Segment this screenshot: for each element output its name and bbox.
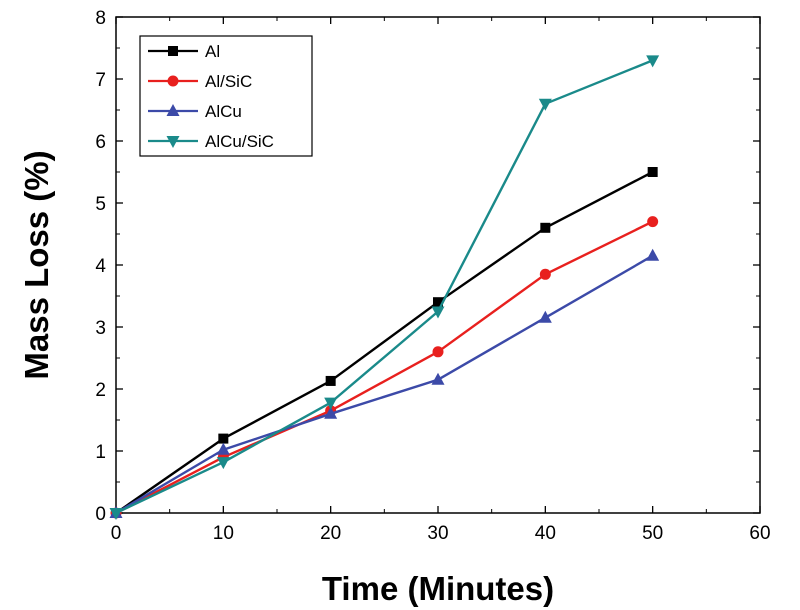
series-line-al	[115, 170, 654, 514]
y-tick-label: 2	[95, 380, 106, 401]
y-tick-label: 3	[95, 318, 106, 339]
data-point-alcu	[538, 310, 552, 323]
data-point-al	[218, 433, 229, 444]
data-point-alcu-sic	[216, 457, 230, 470]
series-line-al-sic	[115, 220, 654, 515]
legend-label: Al	[205, 42, 220, 61]
x-tick-label: 40	[535, 523, 556, 544]
y-tick-label: 4	[95, 256, 106, 277]
legend-item: AlCu	[148, 102, 242, 121]
y-tick-label: 1	[95, 442, 106, 463]
legend-marker	[166, 136, 180, 148]
y-tick-label: 0	[95, 504, 106, 525]
series-al-sic	[110, 216, 659, 519]
series-line-alcu	[115, 254, 654, 515]
x-tick-label: 10	[213, 523, 234, 544]
series-line-alcu-sic	[115, 59, 654, 515]
data-point-alcu	[646, 248, 660, 261]
data-point-alcu-sic	[431, 306, 445, 319]
x-tick-label: 0	[111, 523, 122, 544]
data-point-alcu	[216, 442, 230, 455]
legend-label: AlCu	[205, 102, 242, 121]
y-tick-label: 8	[95, 8, 106, 29]
data-point-alcu-sic	[109, 508, 123, 520]
legend-label: AlCu/SiC	[205, 132, 274, 151]
y-tick-label: 5	[95, 194, 106, 215]
legend-item: AlCu/SiC	[148, 132, 274, 151]
data-point-alcu	[431, 372, 445, 385]
legend-marker	[167, 75, 179, 87]
legend: Al Al/SiC AlCu AlCu/SiC	[139, 35, 313, 157]
data-point-al	[433, 297, 443, 308]
data-point-alcu-sic	[324, 397, 338, 410]
series-alcu-sic	[109, 55, 660, 520]
legend-item: Al	[148, 42, 220, 61]
legend-marker	[168, 46, 178, 56]
legend-marker	[166, 104, 180, 116]
series-layer	[109, 55, 660, 520]
x-tick-label: 50	[642, 523, 663, 544]
data-point-alcu-sic	[538, 98, 552, 111]
data-point-al-sic	[647, 216, 659, 228]
axis-ticks: 0 10 20 30 40 50 60 0 1 2 3 4 5 6 7 8	[95, 8, 770, 544]
data-point-al	[647, 167, 658, 177]
data-point-alcu-sic	[646, 55, 660, 68]
y-tick-label: 7	[95, 70, 106, 91]
x-axis-title: Time (Minutes)	[322, 570, 554, 607]
x-tick-label: 20	[320, 523, 341, 544]
data-point-al	[540, 222, 551, 233]
legend-label: Al/SiC	[205, 72, 252, 91]
series-alcu	[109, 248, 660, 518]
data-point-al-sic	[432, 346, 444, 358]
legend-item: Al/SiC	[148, 72, 252, 91]
y-tick-label: 6	[95, 132, 106, 153]
x-tick-label: 30	[427, 523, 448, 544]
data-point-alcu	[324, 406, 338, 419]
x-tick-label: 60	[749, 523, 770, 544]
y-axis-title: Mass Loss (%)	[18, 150, 55, 379]
series-al	[111, 167, 658, 518]
data-point-al-sic	[539, 268, 551, 280]
data-point-al	[325, 375, 336, 386]
